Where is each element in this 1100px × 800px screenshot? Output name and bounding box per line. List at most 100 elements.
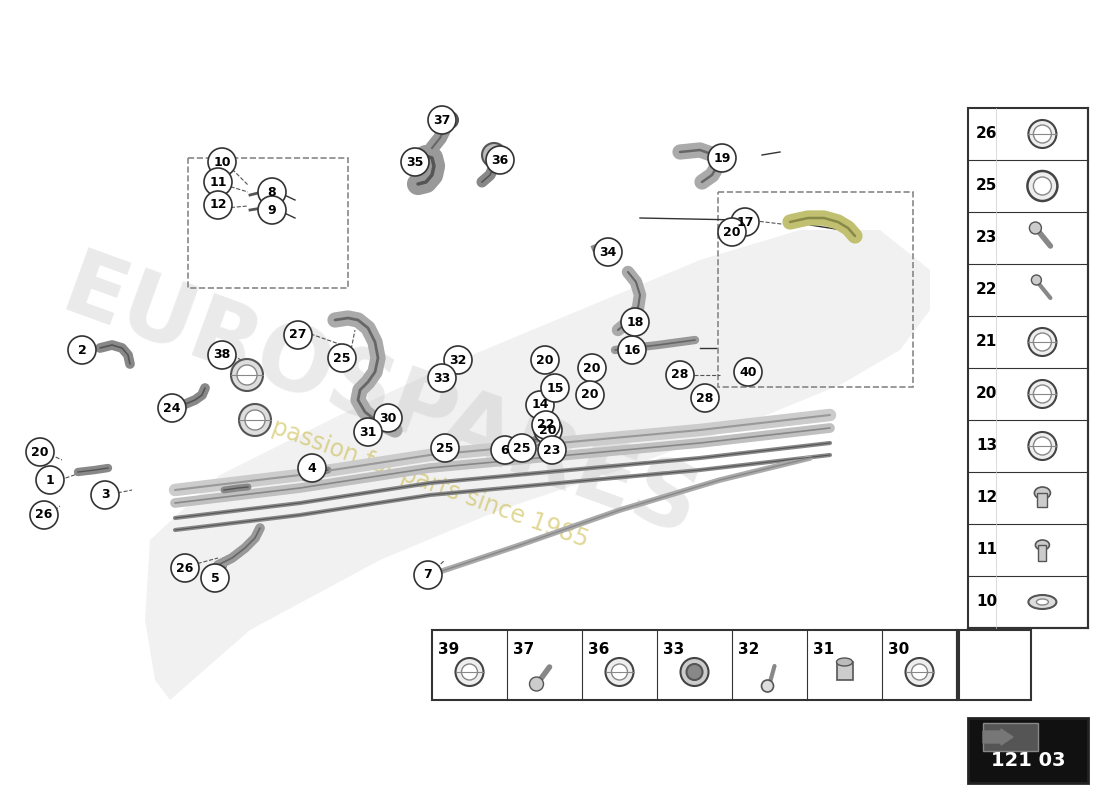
Text: 18: 18 xyxy=(626,315,644,329)
Circle shape xyxy=(605,658,634,686)
Circle shape xyxy=(905,658,934,686)
Text: 20: 20 xyxy=(537,354,553,366)
Text: EUROSPARES: EUROSPARES xyxy=(51,244,710,556)
Circle shape xyxy=(1032,275,1042,285)
Text: 10: 10 xyxy=(213,155,231,169)
Circle shape xyxy=(414,561,442,589)
Text: 35: 35 xyxy=(406,155,424,169)
Circle shape xyxy=(718,218,746,246)
Circle shape xyxy=(91,481,119,509)
Text: 15: 15 xyxy=(547,382,563,394)
Text: 3: 3 xyxy=(101,489,109,502)
Circle shape xyxy=(618,336,646,364)
Circle shape xyxy=(482,143,506,167)
Circle shape xyxy=(1030,222,1042,234)
Bar xyxy=(1038,545,1046,561)
Circle shape xyxy=(444,346,472,374)
Text: 14: 14 xyxy=(531,398,549,411)
Text: 12: 12 xyxy=(976,490,998,506)
Text: 25: 25 xyxy=(976,178,998,194)
Text: 2: 2 xyxy=(78,343,87,357)
Circle shape xyxy=(328,344,356,372)
Bar xyxy=(432,630,957,700)
Circle shape xyxy=(538,436,566,464)
Bar xyxy=(1037,493,1047,507)
Circle shape xyxy=(621,308,649,336)
Bar xyxy=(968,108,1088,628)
Circle shape xyxy=(208,148,236,176)
Circle shape xyxy=(158,394,186,422)
Circle shape xyxy=(1033,385,1052,403)
Text: 20: 20 xyxy=(724,226,740,238)
Text: 28: 28 xyxy=(671,369,689,382)
Text: 8: 8 xyxy=(267,186,276,198)
Circle shape xyxy=(201,564,229,592)
Text: 11: 11 xyxy=(209,175,227,189)
Text: 19: 19 xyxy=(713,151,730,165)
Circle shape xyxy=(204,168,232,196)
Text: 20: 20 xyxy=(976,386,998,402)
Circle shape xyxy=(428,106,456,134)
Circle shape xyxy=(486,146,514,174)
Circle shape xyxy=(170,554,199,582)
Text: 20: 20 xyxy=(581,389,598,402)
Circle shape xyxy=(666,361,694,389)
Circle shape xyxy=(691,384,719,412)
Circle shape xyxy=(1028,380,1056,408)
Text: 39: 39 xyxy=(438,642,460,657)
Text: 22: 22 xyxy=(537,418,554,431)
Bar xyxy=(968,718,1088,783)
Text: 36: 36 xyxy=(588,642,609,657)
Circle shape xyxy=(258,196,286,224)
Circle shape xyxy=(681,658,708,686)
Text: 40: 40 xyxy=(739,366,757,378)
Text: 25: 25 xyxy=(333,351,351,365)
Circle shape xyxy=(541,374,569,402)
Circle shape xyxy=(1027,171,1057,201)
Circle shape xyxy=(578,354,606,382)
Circle shape xyxy=(245,410,265,430)
Text: 22: 22 xyxy=(976,282,998,298)
Circle shape xyxy=(68,336,96,364)
Circle shape xyxy=(1033,333,1052,351)
Text: 16: 16 xyxy=(624,343,640,357)
Circle shape xyxy=(208,341,236,369)
Text: a passion for parts since 1985: a passion for parts since 1985 xyxy=(249,408,592,552)
Circle shape xyxy=(734,358,762,386)
Circle shape xyxy=(594,238,621,266)
Circle shape xyxy=(1028,120,1056,148)
Text: 9: 9 xyxy=(267,203,276,217)
Text: 31: 31 xyxy=(813,642,834,657)
Circle shape xyxy=(431,434,459,462)
Text: 23: 23 xyxy=(976,230,998,246)
Circle shape xyxy=(26,438,54,466)
Text: 20: 20 xyxy=(583,362,601,374)
Circle shape xyxy=(529,677,543,691)
Ellipse shape xyxy=(1036,599,1048,605)
Text: 26: 26 xyxy=(976,126,998,142)
Ellipse shape xyxy=(1035,540,1049,550)
Circle shape xyxy=(1028,432,1056,460)
Circle shape xyxy=(531,346,559,374)
Text: 13: 13 xyxy=(976,438,997,454)
Circle shape xyxy=(462,664,477,680)
Text: 31: 31 xyxy=(360,426,376,438)
Circle shape xyxy=(298,454,326,482)
Circle shape xyxy=(231,359,263,391)
Ellipse shape xyxy=(836,658,852,666)
Text: 20: 20 xyxy=(539,423,557,437)
Circle shape xyxy=(761,680,773,692)
Text: 27: 27 xyxy=(289,329,307,342)
Text: 28: 28 xyxy=(696,391,714,405)
Ellipse shape xyxy=(1028,595,1056,609)
Text: 25: 25 xyxy=(514,442,530,454)
Circle shape xyxy=(1033,125,1052,143)
Circle shape xyxy=(36,466,64,494)
Text: 37: 37 xyxy=(513,642,535,657)
Text: 5: 5 xyxy=(210,571,219,585)
Circle shape xyxy=(708,144,736,172)
Circle shape xyxy=(455,658,484,686)
Text: 32: 32 xyxy=(449,354,466,366)
Circle shape xyxy=(402,148,429,176)
Circle shape xyxy=(534,416,562,444)
